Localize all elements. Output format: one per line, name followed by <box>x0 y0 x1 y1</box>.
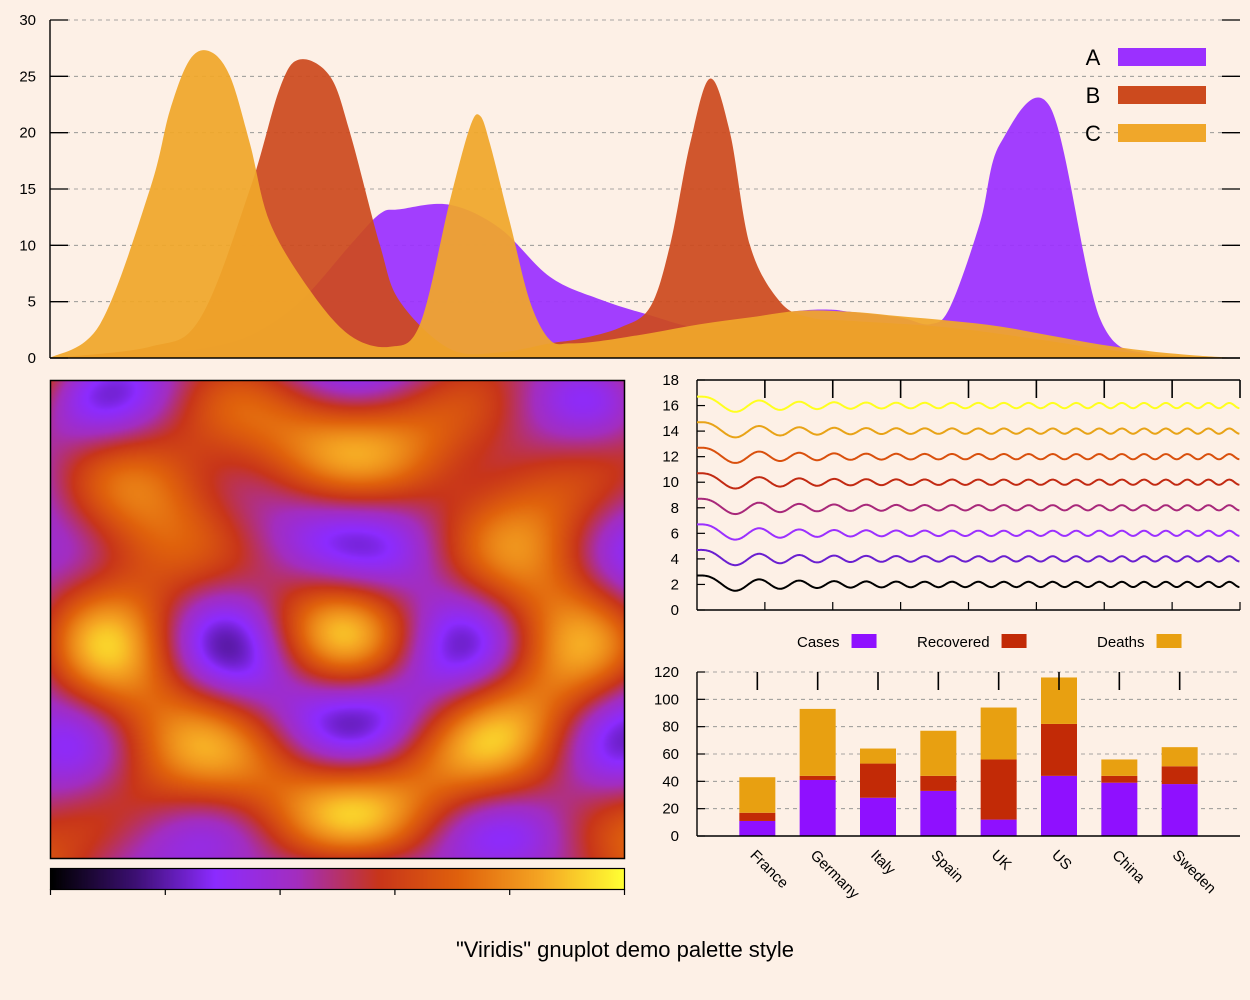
line-chart-series <box>696 395 1240 592</box>
bar-recovered-us <box>1041 723 1077 776</box>
bar-chart-legend: Cases Recovered Deaths <box>797 634 1182 651</box>
bar-ytick-label: 80 <box>662 719 679 736</box>
legend-swatch-b <box>1118 86 1206 104</box>
line-ytick-label: 16 <box>662 398 679 415</box>
bar-cases-china <box>1101 782 1138 836</box>
area-chart-axes: 0 5 10 15 20 25 30 <box>19 12 1240 367</box>
area-chart: 0 5 10 15 20 25 30 ABC <box>19 12 1240 367</box>
bar-legend-label-cases: Cases <box>797 634 840 651</box>
bar-cases-germany <box>799 779 836 836</box>
legend-swatch-a <box>1118 48 1206 66</box>
legend-label-b: B <box>1086 83 1101 108</box>
line-series-16 <box>697 395 1240 413</box>
bar-chart-bars <box>739 677 1198 836</box>
line-series-10 <box>697 472 1240 490</box>
line-ytick-label: 18 <box>662 372 679 389</box>
figure-title: "Viridis" gnuplot demo palette style <box>456 937 794 962</box>
bar-category-label: Italy <box>867 847 899 879</box>
bar-cases-spain <box>920 790 957 836</box>
bar-category-label: Germany <box>807 847 863 903</box>
bar-category-label: US <box>1048 847 1075 874</box>
bar-cases-us <box>1041 775 1077 836</box>
heatmap-chart <box>49 379 626 895</box>
bar-cases-france <box>739 820 776 836</box>
bar-recovered-germany <box>799 775 836 780</box>
colorbar-ticks <box>49 889 626 895</box>
bar-deaths-sweden <box>1161 747 1198 767</box>
area-ytick-label: 25 <box>19 68 36 85</box>
bar-recovered-uk <box>980 759 1017 820</box>
bar-ytick-label: 120 <box>654 664 679 681</box>
bar-deaths-italy <box>860 748 896 764</box>
line-ytick-label: 4 <box>671 551 679 568</box>
bar-category-label: China <box>1109 847 1149 887</box>
line-series-12 <box>697 446 1240 464</box>
bar-ytick-label: 60 <box>662 746 679 763</box>
bar-recovered-spain <box>920 775 957 791</box>
bar-recovered-italy <box>860 763 896 798</box>
colorbar-border <box>49 867 626 891</box>
line-series-4 <box>696 548 1240 567</box>
bar-deaths-germany <box>799 708 836 776</box>
area-ytick-label: 20 <box>19 125 36 142</box>
bar-recovered-france <box>739 812 776 821</box>
area-ytick-label: 0 <box>28 350 36 367</box>
area-ytick-label: 5 <box>28 294 36 311</box>
legend-label-c: C <box>1085 121 1101 146</box>
bar-legend-swatch-recovered <box>1001 634 1027 648</box>
area-chart-grid <box>50 19 1240 303</box>
bar-legend-label-recovered: Recovered <box>917 634 990 651</box>
bar-chart: 0 20 40 60 80 100 120 France Germany Italy Spain UK… <box>654 634 1240 903</box>
line-ytick-label: 14 <box>662 423 679 440</box>
colorbar-image <box>51 869 624 889</box>
bar-deaths-uk <box>980 707 1017 760</box>
bar-category-label: UK <box>988 847 1015 874</box>
bar-ytick-label: 20 <box>662 801 679 818</box>
legend-label-a: A <box>1086 45 1101 70</box>
bar-category-label: Sweden <box>1169 847 1219 897</box>
line-ytick-label: 10 <box>662 474 679 491</box>
bar-cases-italy <box>860 797 896 836</box>
bar-deaths-spain <box>920 730 957 776</box>
area-series-c <box>50 50 1240 358</box>
line-chart-axes: 0 2 4 6 8 10 12 14 16 18 <box>662 372 1241 619</box>
bar-category-label: Spain <box>928 847 967 886</box>
area-ytick-label: 15 <box>19 181 36 198</box>
legend-swatch-c <box>1118 124 1206 142</box>
bar-legend-swatch-cases <box>851 634 877 648</box>
bar-deaths-china <box>1101 759 1138 776</box>
bar-ytick-label: 100 <box>654 691 679 708</box>
bar-recovered-china <box>1101 775 1138 783</box>
line-series-14 <box>697 421 1240 439</box>
line-ytick-label: 0 <box>671 602 679 619</box>
area-ytick-label: 30 <box>19 12 36 29</box>
area-chart-legend: ABC <box>1085 45 1206 146</box>
bar-cases-uk <box>980 819 1017 836</box>
line-series-2 <box>697 574 1240 592</box>
line-series-8 <box>696 497 1240 516</box>
heatmap-border <box>49 379 626 860</box>
bar-ytick-label: 40 <box>662 773 679 790</box>
line-series-6 <box>697 523 1240 541</box>
bar-recovered-sweden <box>1161 766 1198 785</box>
bar-legend-swatch-deaths <box>1156 634 1182 648</box>
line-ytick-label: 8 <box>671 500 679 517</box>
bar-chart-grid <box>697 671 1240 810</box>
line-ytick-label: 12 <box>662 449 679 466</box>
area-ytick-label: 10 <box>19 237 36 254</box>
area-chart-series <box>50 50 1240 359</box>
bar-ytick-label: 0 <box>671 828 679 845</box>
line-ytick-label: 2 <box>671 576 679 593</box>
heatmap-image <box>51 381 624 858</box>
line-ytick-label: 6 <box>671 525 679 542</box>
bar-cases-sweden <box>1161 784 1198 836</box>
bar-deaths-france <box>739 777 776 813</box>
bar-legend-label-deaths: Deaths <box>1097 634 1145 651</box>
bar-category-label: France <box>747 847 792 892</box>
line-chart: 0 2 4 6 8 10 12 14 16 18 <box>662 372 1241 619</box>
area-series-b <box>50 59 1240 359</box>
